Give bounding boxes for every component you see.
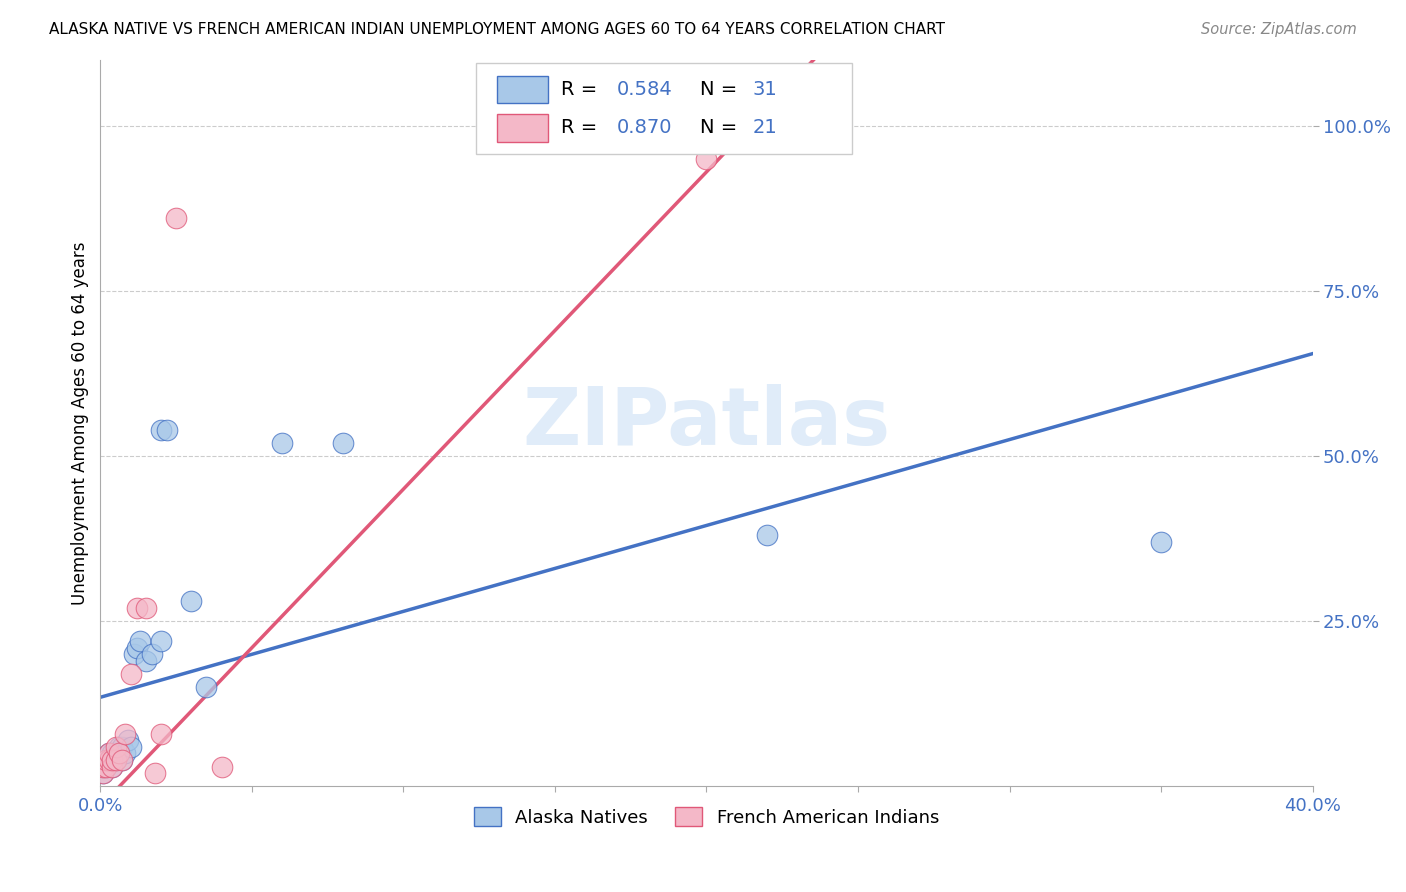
Point [114,747,136,761]
Point [96,759,118,773]
Point [101,753,124,767]
Point [149,634,172,648]
Point [122,648,145,662]
Point [93,766,115,780]
Point [104,739,127,754]
Point [149,726,172,740]
Point [180,594,202,608]
Point [104,747,127,761]
Point [98,753,121,767]
Point [117,733,139,747]
Point [156,423,179,437]
Text: Source: ZipAtlas.com: Source: ZipAtlas.com [1201,22,1357,37]
Text: 0.870: 0.870 [617,119,672,137]
Point [125,640,148,655]
Point [104,753,127,767]
Point [135,654,157,668]
Text: N =: N = [700,80,744,99]
Point [98,753,121,767]
Point [120,667,142,681]
Point [101,759,124,773]
Point [93,759,115,773]
Point [149,423,172,437]
Point [104,753,127,767]
Text: 31: 31 [752,80,778,99]
Point [93,759,115,773]
Point [332,435,354,450]
Point [135,601,157,615]
Point [143,766,166,780]
Point [101,747,124,761]
Point [107,739,129,754]
Point [195,681,218,695]
Point [1150,535,1173,549]
Point [110,753,132,767]
FancyBboxPatch shape [496,114,548,142]
Point [271,435,294,450]
Text: R =: R = [561,119,603,137]
Point [114,726,136,740]
Text: N =: N = [700,119,744,137]
Point [96,753,118,767]
Text: ALASKA NATIVE VS FRENCH AMERICAN INDIAN UNEMPLOYMENT AMONG AGES 60 TO 64 YEARS C: ALASKA NATIVE VS FRENCH AMERICAN INDIAN … [49,22,945,37]
Text: 0.584: 0.584 [617,80,672,99]
FancyBboxPatch shape [477,63,852,154]
Point [110,753,132,767]
Point [165,211,187,226]
Point [125,601,148,615]
FancyBboxPatch shape [496,76,548,103]
Text: R =: R = [561,80,603,99]
Point [141,648,163,662]
Text: ZIPatlas: ZIPatlas [523,384,890,462]
Point [98,747,121,761]
Point [128,634,150,648]
Text: 21: 21 [752,119,778,137]
Legend: Alaska Natives, French American Indians: Alaska Natives, French American Indians [465,798,948,836]
Point [107,747,129,761]
Point [110,739,132,754]
Point [96,759,118,773]
Point [93,766,115,780]
Point [211,759,233,773]
Point [695,152,717,166]
Point [96,753,118,767]
Point [101,759,124,773]
Point [756,528,779,542]
Point [120,739,142,754]
Point [98,747,121,761]
Y-axis label: Unemployment Among Ages 60 to 64 years: Unemployment Among Ages 60 to 64 years [72,242,89,605]
Point [107,747,129,761]
